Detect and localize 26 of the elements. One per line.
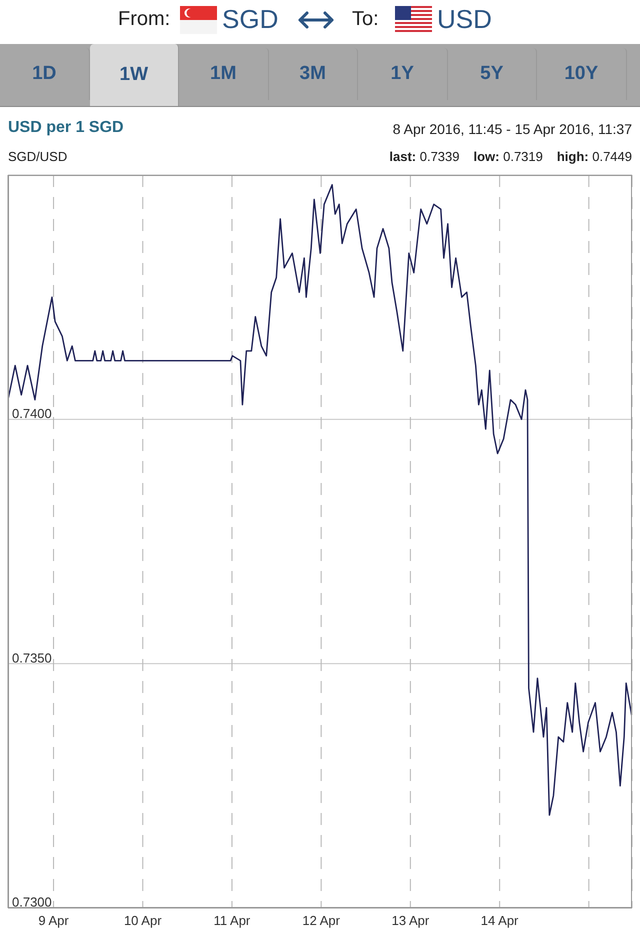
x-tick-label: 13 Apr bbox=[392, 913, 430, 928]
text: 1M bbox=[179, 48, 268, 100]
text: last: 0.7339 bbox=[389, 149, 460, 164]
x-tick-label: 10 Apr bbox=[124, 913, 162, 928]
x-tick-label: 11 Apr bbox=[214, 913, 251, 928]
x-tick-label: 14 Apr bbox=[480, 913, 520, 928]
y-tick-label: 0.7350 bbox=[12, 650, 52, 666]
text: 8 Apr 2016, 11:45 - 15 Apr 2016, 11:37 bbox=[392, 121, 632, 137]
x-tick-label: 9 Apr bbox=[38, 913, 70, 928]
text: 1D bbox=[0, 48, 90, 100]
text: To: bbox=[352, 8, 379, 31]
text: 10Y bbox=[537, 48, 626, 100]
y-tick-label: 0.7300 bbox=[12, 894, 52, 910]
text: 3M bbox=[268, 48, 358, 100]
x-tick-label: 12 Apr bbox=[302, 913, 341, 928]
chart-subtitle: SGD/USD bbox=[8, 149, 68, 164]
text: From: bbox=[118, 8, 170, 31]
chart-title: USD per 1 SGD bbox=[8, 119, 124, 137]
text: 5Y bbox=[448, 48, 537, 100]
text: 1Y bbox=[358, 48, 448, 100]
y-tick-label: 0.7400 bbox=[12, 406, 52, 421]
text: USD bbox=[437, 4, 492, 35]
text: low: 0.7319 bbox=[473, 149, 543, 164]
text: SGD bbox=[222, 4, 278, 35]
text: 1W bbox=[90, 44, 179, 106]
text: high: 0.7449 bbox=[556, 149, 632, 164]
